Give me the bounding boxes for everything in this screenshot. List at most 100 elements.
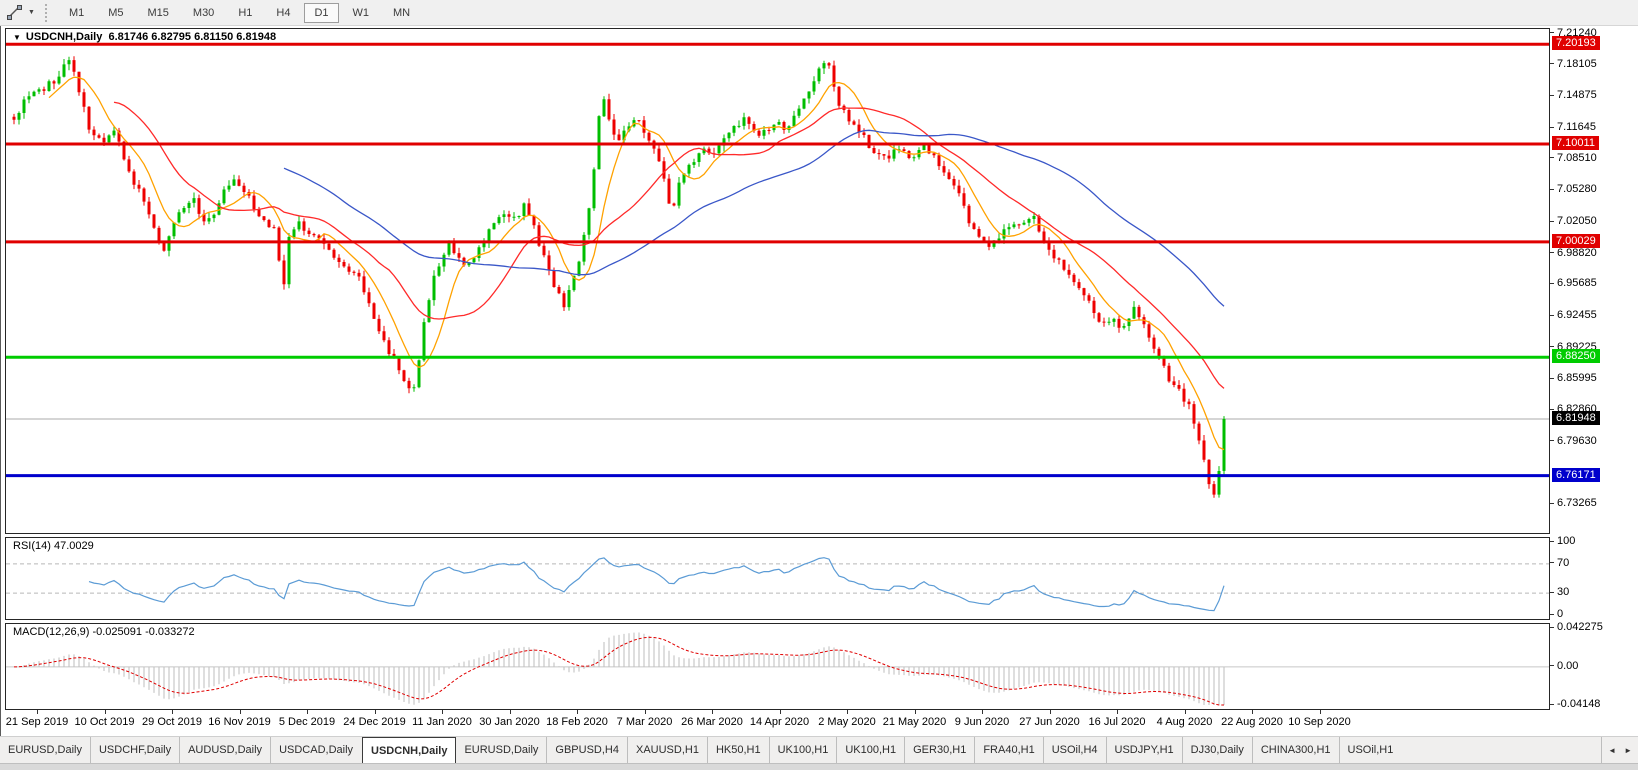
tick-text: 7.18105 (1557, 57, 1597, 70)
timeframe-button-M30[interactable]: M30 (192, 6, 215, 19)
chart-tab-audusd-daily[interactable]: AUDUSD,Daily (179, 737, 270, 763)
date-tick-mark (239, 710, 241, 714)
price-axis-tick: 7.11645 (1550, 121, 1596, 133)
date-label: 10 Sep 2020 (1288, 716, 1351, 728)
price-axis-tick: 7.14875 (1550, 89, 1597, 101)
date-tick-mark (104, 710, 106, 714)
price-level-badge: 6.76171 (1552, 467, 1600, 482)
chart-tab-gbpusd-h4[interactable]: GBPUSD,H4 (546, 737, 627, 763)
tick-dash (1550, 188, 1554, 190)
date-label: 18 Feb 2020 (546, 716, 608, 728)
date-label: 26 Mar 2020 (681, 716, 743, 728)
timeframe-button-W1[interactable]: W1 (352, 6, 370, 19)
tick-dash (1550, 282, 1554, 284)
price-level-badge: 7.20193 (1552, 36, 1600, 51)
tick-dash (1550, 94, 1554, 96)
timeframe-button-D1[interactable]: D1 (304, 2, 339, 23)
candlestick-chart[interactable] (6, 29, 1549, 533)
price-axis[interactable]: 7.21240 7.18105 7.14875 7.11645 7.08510 7.052… (1550, 27, 1638, 710)
status-strip (0, 763, 1638, 770)
timeframe-button-H4[interactable]: H4 (276, 6, 291, 19)
tick-text: 6.79630 (1557, 434, 1597, 447)
ma-fast-line[interactable] (48, 76, 1225, 451)
tick-text: 6.92455 (1557, 309, 1597, 322)
price-axis-tick: 7.18105 (1550, 58, 1597, 70)
line-studies-icon[interactable] (4, 4, 24, 22)
date-tick-mark (442, 710, 443, 714)
rsi-axis-tick: 0 (1550, 608, 1563, 620)
tick-text: -0.04148 (1557, 698, 1601, 710)
tick-text: 7.05280 (1557, 183, 1597, 196)
chart-tab-eurusd-daily[interactable]: EURUSD,Daily (464, 744, 539, 756)
macd-panel[interactable]: MACD(12,26,9) -0.025091 -0.033272 (5, 623, 1550, 710)
chart-region: ▼ USDCNH,Daily 6.81746 6.82795 6.81150 6.… (0, 26, 1638, 736)
chart-tab-bar: EURUSD,Daily USDCHF,Daily AUDUSD,Daily USDC… (0, 736, 1638, 763)
panel-splitter-rsi[interactable] (1, 534, 1638, 537)
date-label: 24 Dec 2019 (343, 716, 406, 728)
date-axis[interactable]: 21 Sep 2019 10 Oct 2019 29 Oct 2019 16 Nov … (5, 710, 1638, 734)
price-level-badge: 6.88250 (1552, 349, 1600, 364)
date-label: 11 Jan 2020 (412, 716, 472, 728)
date-tick-mark (1184, 710, 1186, 714)
tick-text: 100 (1557, 535, 1576, 547)
ohlc-values: 6.81746 6.82795 6.81150 6.81948 (108, 31, 277, 43)
ma-mid-line[interactable] (113, 101, 1225, 389)
current-price-badge: 6.81948 (1552, 411, 1600, 426)
toolbar-dropdown-caret-icon[interactable]: ▼ (28, 9, 35, 16)
tick-dash (1550, 626, 1554, 628)
macd-label: MACD(12,26,9) -0.025091 -0.033272 (13, 626, 195, 638)
date-label: 27 Jun 2020 (1019, 716, 1080, 728)
macd-chart[interactable] (6, 624, 1549, 709)
ma-slow-line[interactable] (283, 129, 1225, 307)
tick-dash (1550, 63, 1554, 65)
date-tick-mark (779, 710, 781, 714)
timeframe-button-H1[interactable]: H1 (238, 6, 253, 19)
rsi-label: RSI(14) 47.0029 (13, 540, 94, 552)
tab-scroll-controls: ◄ ► (1601, 737, 1638, 763)
symbol-dropdown-icon[interactable]: ▼ (13, 33, 21, 42)
timeframe-button-MN[interactable]: MN (393, 6, 411, 19)
price-axis-tick: 6.95685 (1550, 277, 1597, 289)
rsi-panel[interactable]: RSI(14) 47.0029 (5, 537, 1550, 620)
price-axis-tick: 6.98820 (1550, 247, 1597, 259)
chart-tab-uk100-h1[interactable]: UK100,H1 (836, 737, 904, 763)
price-axis-tick: 7.08510 (1550, 152, 1597, 164)
chart-tab-usdchf-daily[interactable]: USDCHF,Daily (89, 737, 179, 763)
chart-tab-hk50-h1[interactable]: HK50,H1 (706, 737, 769, 763)
timeframe-button-M1[interactable]: M1 (68, 6, 85, 19)
chart-tab-xauusd-h1[interactable]: XAUUSD,H1 (626, 737, 707, 763)
price-axis-tick: 6.79630 (1550, 435, 1597, 447)
tick-dash (1550, 377, 1554, 379)
chart-tab-dj30-daily[interactable]: DJ30,Daily (1181, 737, 1252, 763)
tick-text: 6.95685 (1557, 277, 1597, 290)
tick-text: 0.042275 (1557, 621, 1603, 633)
chart-tab-uk100-h1[interactable]: UK100,H1 (768, 737, 837, 763)
line-studies-icon-glyph (6, 5, 22, 20)
timeframe-button-M15[interactable]: M15 (147, 6, 169, 19)
chart-tab-usdcad-daily[interactable]: USDCAD,Daily (270, 737, 361, 763)
date-label: 16 Jul 2020 (1088, 716, 1146, 728)
chart-tab-usdjpy-h1[interactable]: USDJPY,H1 (1105, 737, 1182, 763)
chart-tab-usdcnh-daily[interactable]: USDCNH,Daily (362, 737, 457, 763)
date-label: 22 Aug 2020 (1221, 716, 1283, 728)
tick-dash (1550, 220, 1554, 222)
toolbar-grip-handle[interactable] (44, 3, 51, 22)
chart-tab-eurusd-daily[interactable]: EURUSD,Daily (8, 744, 82, 756)
timeframe-button-M5[interactable]: M5 (108, 6, 124, 19)
chart-tab-ger30-h1[interactable]: GER30,H1 (904, 737, 974, 763)
panel-splitter-macd[interactable] (1, 620, 1638, 623)
date-tick-mark (374, 710, 376, 714)
tab-scroll-left-icon[interactable]: ◄ (1608, 745, 1617, 755)
main-chart-panel[interactable]: ▼ USDCNH,Daily 6.81746 6.82795 6.81150 6.… (5, 28, 1550, 534)
tick-dash (1550, 613, 1554, 615)
tab-scroll-right-icon[interactable]: ► (1624, 745, 1632, 755)
price-level-badge: 7.00029 (1552, 233, 1600, 248)
rsi-chart[interactable] (6, 538, 1549, 619)
chart-tab-usoil-h1[interactable]: USOil,H1 (1338, 737, 1402, 763)
date-tick-mark (1049, 710, 1051, 714)
date-tick-mark (1319, 710, 1321, 714)
chart-tab-china300-h1[interactable]: CHINA300,H1 (1251, 737, 1339, 763)
chart-tab-fra40-h1[interactable]: FRA40,H1 (974, 737, 1042, 763)
chart-tab-usoil-h4[interactable]: USOil,H4 (1042, 737, 1106, 763)
